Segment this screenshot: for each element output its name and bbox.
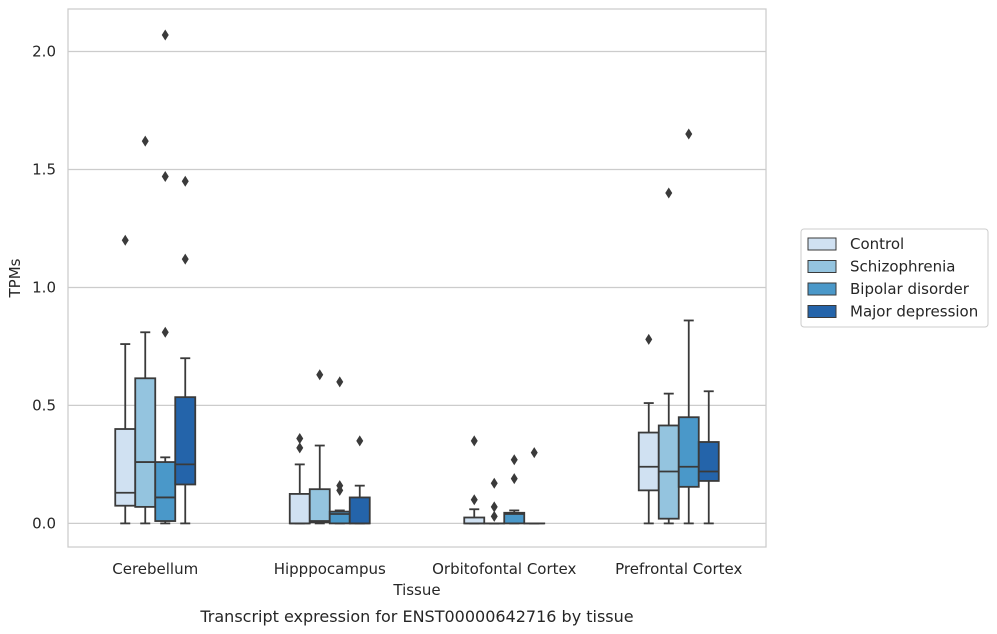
legend-label: Schizophrenia [850, 258, 955, 276]
box-bipolar-disorder [503, 454, 526, 525]
legend-swatch [807, 237, 837, 251]
iqr-box [677, 416, 700, 488]
box-schizophrenia [308, 369, 331, 525]
x-axis-ticks: Cerebellum Hipppocampus Orbitofontal Corte… [112, 560, 742, 578]
outlier-point [510, 454, 518, 466]
outlier-point [121, 234, 129, 246]
outlier-point [645, 333, 653, 345]
box-bipolar-disorder [677, 128, 700, 525]
box-major-depression [348, 435, 371, 525]
x-tick-label: Orbitofontal Cortex [432, 560, 576, 578]
y-axis-ticks: 0.0 0.5 1.0 1.5 2.0 [32, 42, 56, 532]
y-axis-label: TPMs [6, 258, 24, 298]
x-tick-label: Prefrontal Cortex [615, 560, 742, 578]
outlier-point [336, 480, 344, 492]
x-axis-label: Tissue [392, 581, 440, 599]
y-tick-label: 0.5 [32, 396, 56, 414]
legend-frame [800, 228, 989, 328]
plot-frame [67, 8, 767, 548]
box-schizophrenia [134, 135, 157, 525]
iqr-box [348, 496, 371, 525]
x-tick-label: Cerebellum [112, 560, 198, 578]
box-control [637, 333, 660, 525]
outlier-point [530, 447, 538, 459]
outlier-point [181, 175, 189, 187]
y-tick-label: 2.0 [32, 42, 56, 60]
legend-swatch [807, 282, 837, 296]
chart-title: Transcript expression for ENST0000064271… [199, 607, 633, 626]
legend-label: Major depression [850, 303, 978, 321]
outlier-point [356, 435, 364, 447]
x-tick-label: Hipppocampus [274, 560, 386, 578]
outlier-point [685, 128, 693, 140]
box-bipolar-disorder [328, 376, 351, 525]
outlier-point [470, 435, 478, 447]
iqr-box [174, 396, 197, 486]
legend: Control Schizophrenia Bipolar disorder Majo… [800, 228, 989, 328]
iqr-box [503, 511, 526, 525]
box-control [114, 234, 137, 525]
iqr-box [308, 488, 331, 524]
outlier-point [490, 510, 498, 522]
iqr-box [134, 377, 157, 508]
box-plot-marks [114, 29, 720, 525]
outlier-point [490, 477, 498, 489]
box-control [288, 432, 311, 525]
outlier-point [510, 473, 518, 485]
iqr-box [637, 431, 660, 492]
iqr-box [288, 493, 311, 525]
y-tick-label: 1.5 [32, 160, 56, 178]
iqr-box [697, 441, 720, 482]
box-schizophrenia [483, 477, 506, 525]
box-schizophrenia [657, 187, 680, 525]
y-tick-label: 0.0 [32, 514, 56, 532]
legend-swatch [807, 260, 837, 273]
box-major-depression [174, 175, 197, 525]
box-bipolar-disorder [154, 29, 177, 525]
legend-label: Control [850, 235, 904, 253]
legend-label: Bipolar disorder [850, 280, 970, 298]
legend-swatch [807, 305, 837, 318]
iqr-box [114, 428, 137, 507]
outlier-point [665, 187, 673, 199]
outlier-point [141, 135, 149, 147]
outlier-point [470, 494, 478, 506]
iqr-box [154, 461, 177, 522]
y-tick-label: 1.0 [32, 278, 56, 296]
outlier-point [316, 369, 324, 381]
box-control [463, 435, 486, 525]
box-major-depression [523, 447, 546, 525]
outlier-point [161, 29, 169, 41]
outlier-point [296, 442, 304, 454]
outlier-point [296, 432, 304, 444]
outlier-point [336, 376, 344, 388]
outlier-point [161, 171, 169, 183]
outlier-point [181, 253, 189, 265]
outlier-point [490, 501, 498, 513]
box-major-depression [697, 390, 720, 525]
outlier-point [161, 326, 169, 338]
